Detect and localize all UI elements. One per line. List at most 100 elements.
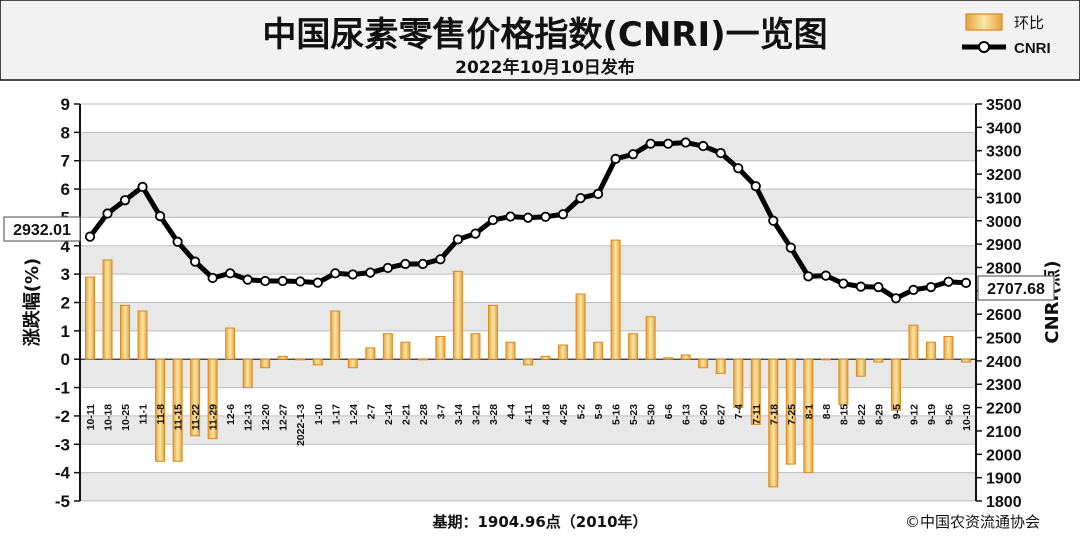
left-axis-title: 涨跌幅(%)	[21, 258, 43, 347]
x-axis-labels: 10-11 10-18 10-25 11-1 11-8 11-15 11-22 11-29 12…	[85, 404, 973, 446]
last-value-label: 2707.68	[987, 281, 1045, 298]
x-tick-label: 9-12	[908, 404, 920, 425]
x-tick-label: 9-19	[926, 404, 938, 425]
cnri-point	[750, 181, 761, 192]
bar	[540, 355, 551, 360]
right-tick-label: 2400	[986, 354, 1022, 371]
grid-band	[80, 302, 976, 331]
cnri-point	[733, 163, 744, 174]
right-tick-label: 2200	[986, 401, 1022, 418]
bar	[698, 358, 709, 369]
x-tick-label: 6-20	[698, 404, 710, 425]
bar	[943, 336, 954, 360]
bar	[733, 358, 744, 408]
legend-line-marker	[978, 41, 990, 53]
right-tick-label: 2500	[986, 331, 1022, 348]
bar	[260, 358, 271, 369]
cnri-point	[365, 267, 376, 278]
bar	[523, 358, 533, 366]
right-tick-label: 3300	[986, 144, 1022, 161]
cnri-point	[312, 277, 323, 288]
cnri-point	[154, 210, 166, 222]
cnri-point	[417, 258, 428, 270]
x-tick-label: 11-15	[173, 404, 185, 430]
bar	[102, 259, 113, 360]
x-tick-label: 10-11	[85, 404, 97, 430]
left-tick-label: 6	[61, 180, 70, 199]
right-tick-label: 3000	[986, 214, 1022, 231]
x-tick-label: 7-11	[751, 404, 763, 425]
grid-band	[80, 132, 976, 161]
cnri-point	[960, 277, 972, 288]
cnri-point	[943, 276, 954, 287]
bar	[207, 358, 218, 440]
x-tick-label: 2-28	[418, 404, 430, 425]
bar-series	[85, 239, 971, 488]
cnri-point	[330, 268, 341, 279]
cnri-point	[435, 254, 446, 265]
cnri-point	[522, 212, 534, 223]
cnri-point	[698, 140, 709, 152]
x-tick-label: 12-20	[260, 404, 272, 431]
cnri-point	[557, 209, 569, 220]
x-tick-label: 9-5	[891, 404, 903, 419]
bar	[803, 358, 814, 474]
bar	[137, 310, 148, 360]
x-tick-label: 5-16	[611, 404, 623, 425]
cnri-point	[119, 195, 131, 206]
cnri-point	[820, 270, 831, 281]
x-tick-label: 7-25	[786, 404, 798, 425]
right-tick-label: 1900	[986, 471, 1022, 488]
bar	[575, 293, 586, 360]
cnri-point	[260, 275, 271, 287]
grid	[80, 103, 976, 502]
chart-subtitle: 2022年10月10日发布	[455, 57, 635, 78]
copyright-note: ©中国农资流通协会	[905, 513, 1040, 531]
bar	[312, 358, 323, 366]
cnri-point	[487, 214, 499, 226]
x-tick-label: 6-27	[716, 404, 728, 425]
x-tick-label: 9-26	[943, 404, 955, 425]
legend-line-label: CNRI	[1014, 40, 1051, 57]
bar	[470, 333, 481, 360]
cnri-point	[102, 208, 113, 219]
cnri-point	[645, 138, 656, 149]
bar	[855, 358, 866, 377]
x-tick-label: 8-8	[821, 404, 833, 419]
right-tick-label: 3200	[986, 167, 1022, 184]
bar	[417, 358, 428, 361]
cnri-point	[663, 138, 674, 149]
x-tick-label: 6-13	[681, 404, 693, 425]
x-tick-label: 8-29	[873, 404, 885, 425]
cnri-point	[838, 278, 849, 289]
x-tick-label: 10-18	[103, 404, 115, 431]
cnri-point	[505, 211, 516, 222]
x-tick-label: 3-28	[488, 404, 500, 425]
bar	[820, 358, 831, 361]
bar	[155, 358, 166, 462]
x-tick-label: 8-15	[838, 404, 850, 425]
x-tick-label: 11-1	[138, 404, 150, 425]
cnri-point	[382, 262, 393, 274]
bar	[750, 358, 761, 425]
x-tick-label: 1-17	[330, 404, 342, 425]
right-tick-label: 2100	[986, 424, 1022, 441]
bar	[715, 358, 726, 374]
cnri-point	[785, 242, 796, 253]
grid-band	[80, 472, 976, 501]
x-tick-label: 6-6	[663, 404, 675, 419]
left-tick-label: 9	[61, 95, 70, 114]
cnri-point	[84, 231, 96, 242]
x-tick-label: 10-25	[120, 404, 132, 431]
bar	[628, 333, 639, 360]
bar	[680, 354, 691, 360]
cnri-point	[768, 215, 779, 226]
bar	[663, 357, 674, 360]
bar	[785, 358, 796, 465]
x-tick-label: 4-18	[541, 404, 553, 425]
cnri-point	[277, 275, 288, 287]
right-axis-title: CNRI(点)	[1041, 260, 1063, 343]
bar	[225, 327, 236, 360]
x-tick-label: 2-7	[365, 404, 377, 419]
